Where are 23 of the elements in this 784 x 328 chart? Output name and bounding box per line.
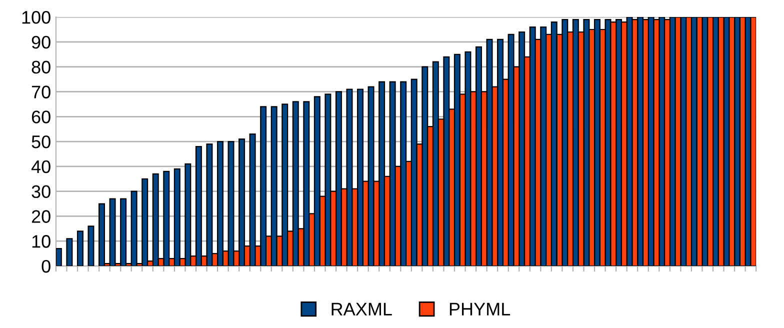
bar (66, 238, 73, 266)
bar (750, 17, 756, 266)
y-tick-label: 100 (22, 10, 50, 24)
legend-label: PHYML (450, 302, 510, 316)
bar (88, 226, 94, 266)
bar (696, 17, 703, 266)
legend-label: RAXML (332, 302, 392, 316)
y-tick-label: 20 (32, 210, 50, 223)
y-tick-label: 10 (32, 235, 50, 248)
y-tick-label: 30 (32, 185, 50, 198)
y-tick-label: 40 (31, 160, 50, 174)
y-tick-label: 90 (32, 36, 50, 49)
bar (707, 17, 714, 266)
bar (728, 17, 736, 266)
y-tick-label: 0 (42, 260, 50, 273)
y-tick-label: 60 (32, 110, 50, 124)
y-tick-label: 50 (32, 135, 50, 148)
y-tick-label: 70 (32, 86, 50, 98)
y-tick-label: 80 (32, 60, 50, 74)
bar (739, 17, 746, 266)
bar (718, 17, 724, 266)
bar (76, 230, 84, 266)
bar (56, 248, 62, 266)
